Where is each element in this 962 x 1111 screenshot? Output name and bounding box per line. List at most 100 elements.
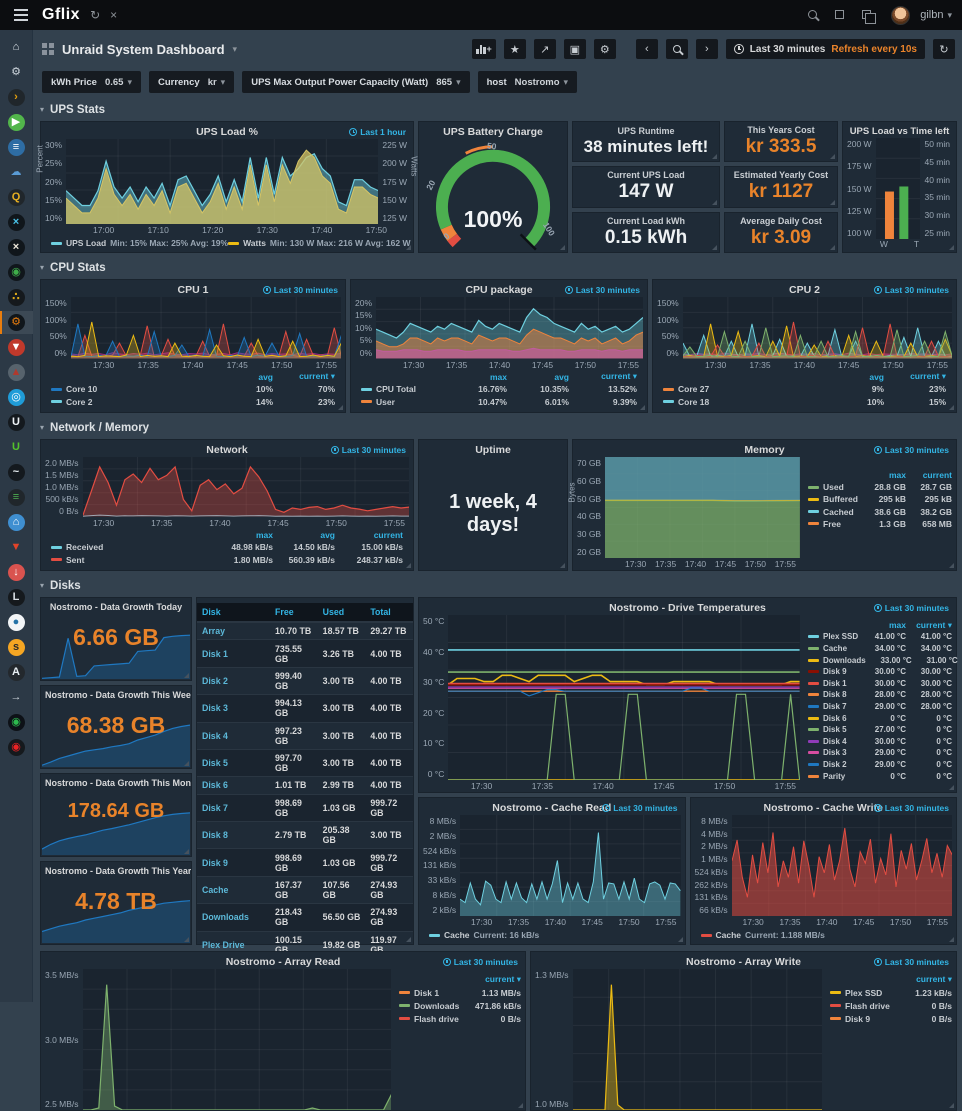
sidebar-item-app-ubiquiti[interactable]: U: [0, 411, 33, 434]
sidebar-item-app-xteve[interactable]: ×: [0, 211, 33, 234]
sidebar-item-app-drop[interactable]: ●: [0, 611, 33, 634]
sidebar-item-app-stack[interactable]: ≡: [0, 486, 33, 509]
sidebar-item-settings[interactable]: ⚙: [0, 61, 33, 84]
sidebar-item-app-blue[interactable]: ≡: [0, 136, 33, 159]
time-back-button[interactable]: ‹: [636, 39, 658, 59]
disk-link[interactable]: Disk 3: [197, 695, 270, 722]
section-cpu-stats[interactable]: ▾ CPU Stats: [40, 259, 957, 276]
legend-row[interactable]: Core 10 10%70%: [51, 383, 335, 396]
legend-row[interactable]: Flash drive 0 B/s: [399, 1012, 521, 1025]
panel-title[interactable]: Uptime: [419, 440, 567, 457]
time-range-picker[interactable]: Last 30 minutes Refresh every 10s: [726, 39, 925, 59]
legend-row[interactable]: Disk 1 1.13 MB/s: [399, 986, 521, 999]
tabs-icon[interactable]: [862, 8, 871, 22]
sidebar-item-app-gitlab[interactable]: ▼: [0, 536, 33, 559]
disk-link[interactable]: Downloads: [197, 904, 270, 931]
sidebar-item-app-lazy[interactable]: L: [0, 586, 33, 609]
section-network-memory[interactable]: ▾ Network / Memory: [40, 419, 957, 436]
disk-link[interactable]: Disk 9: [197, 849, 270, 876]
user-menu[interactable]: gilbn▾: [920, 9, 952, 21]
zoom-out-button[interactable]: [666, 39, 688, 59]
fullscreen-icon[interactable]: [835, 8, 844, 22]
disk-link[interactable]: Disk 7: [197, 794, 270, 821]
sidebar-item-app-unraid[interactable]: U: [0, 436, 33, 459]
hamburger-menu-icon[interactable]: [10, 5, 32, 25]
sidebar-item-app-github[interactable]: ◉: [0, 711, 33, 734]
legend-row[interactable]: Disk 9 0 B/s: [830, 1012, 952, 1025]
sidebar-item-app-cloud[interactable]: ☁: [0, 161, 33, 184]
dashboard-title[interactable]: Unraid System Dashboard: [62, 42, 225, 57]
share-dashboard-button[interactable]: ↗: [534, 39, 556, 59]
sidebar-item-app-hat[interactable]: ~: [0, 461, 33, 484]
sidebar-item-app-emby[interactable]: ▶: [0, 111, 33, 134]
disk-link[interactable]: Disk 8: [197, 822, 270, 849]
variable-dropdown[interactable]: kWh Price 0.65▾: [42, 71, 141, 93]
sidebar-item-home[interactable]: ⌂: [0, 36, 33, 59]
refresh-tab-icon[interactable]: ↻: [90, 8, 100, 22]
section-ups-stats[interactable]: ▾ UPS Stats: [40, 101, 957, 118]
section-disks[interactable]: ▾ Disks: [40, 577, 957, 594]
close-tab-icon[interactable]: ×: [110, 8, 117, 22]
variable-dropdown[interactable]: Currency kr▾: [149, 71, 234, 93]
legend-row[interactable]: Flash drive 0 B/s: [830, 999, 952, 1012]
legend-row[interactable]: Core 27 9%23%: [663, 383, 946, 396]
sidebar-item-app-jacket[interactable]: A: [0, 661, 33, 684]
panel-title[interactable]: UPS Load vs Time left: [843, 122, 956, 138]
add-panel-button[interactable]: +: [472, 39, 496, 59]
sidebar-item-app-x[interactable]: ×: [0, 236, 33, 259]
sidebar-item-app-grafana[interactable]: ⚙: [0, 311, 33, 334]
disk-link[interactable]: Array: [197, 622, 270, 640]
disk-link[interactable]: Disk 2: [197, 667, 270, 694]
legend-row[interactable]: Downloads 471.86 kB/s: [399, 999, 521, 1012]
disk-link[interactable]: Disk 6: [197, 777, 270, 794]
sidebar-item-app-shield[interactable]: ▼: [0, 336, 33, 359]
sidebar-item-app-heimdall[interactable]: ⌂: [0, 511, 33, 534]
sidebar-item-app-green[interactable]: ◉: [0, 261, 33, 284]
dashboard-grid-icon[interactable]: [42, 43, 54, 55]
star-dashboard-button[interactable]: ★: [504, 39, 526, 59]
variable-dropdown[interactable]: UPS Max Output Power Capacity (Watt) 865…: [242, 71, 469, 93]
disk-link[interactable]: Cache: [197, 876, 270, 903]
sidebar-item-logout[interactable]: →: [0, 686, 33, 709]
legend-row[interactable]: Core 2 14%23%: [51, 396, 335, 409]
sidebar-item-app-tautulli[interactable]: ∴: [0, 286, 33, 309]
disk-link[interactable]: Disk 1: [197, 640, 270, 667]
save-dashboard-button[interactable]: ▣: [564, 39, 586, 59]
search-icon[interactable]: [808, 8, 817, 22]
legend-row[interactable]: Core 18 10%15%: [663, 396, 946, 409]
variable-dropdown[interactable]: host Nostromo▾: [478, 71, 577, 93]
sidebar-item-app-search[interactable]: Q: [0, 186, 33, 209]
legend-row[interactable]: CPU Total 16.76%10.35%13.52%: [361, 383, 637, 396]
dashboard-settings-button[interactable]: ⚙: [594, 39, 616, 59]
sidebar-item-app-trakt[interactable]: ◉: [0, 736, 33, 759]
disk-link[interactable]: Disk 5: [197, 749, 270, 776]
sidebar-item-app-triangles[interactable]: ▲: [0, 361, 33, 384]
legend-row[interactable]: Plex SSD 1.23 kB/s: [830, 986, 952, 999]
sidebar-item-app-download[interactable]: ↓: [0, 561, 33, 584]
refresh-dashboard-button[interactable]: ↻: [933, 39, 955, 59]
time-forward-button[interactable]: ›: [696, 39, 718, 59]
sidebar-item-app-ocean[interactable]: ◎: [0, 386, 33, 409]
sidebar-item-app-sab[interactable]: s: [0, 636, 33, 659]
